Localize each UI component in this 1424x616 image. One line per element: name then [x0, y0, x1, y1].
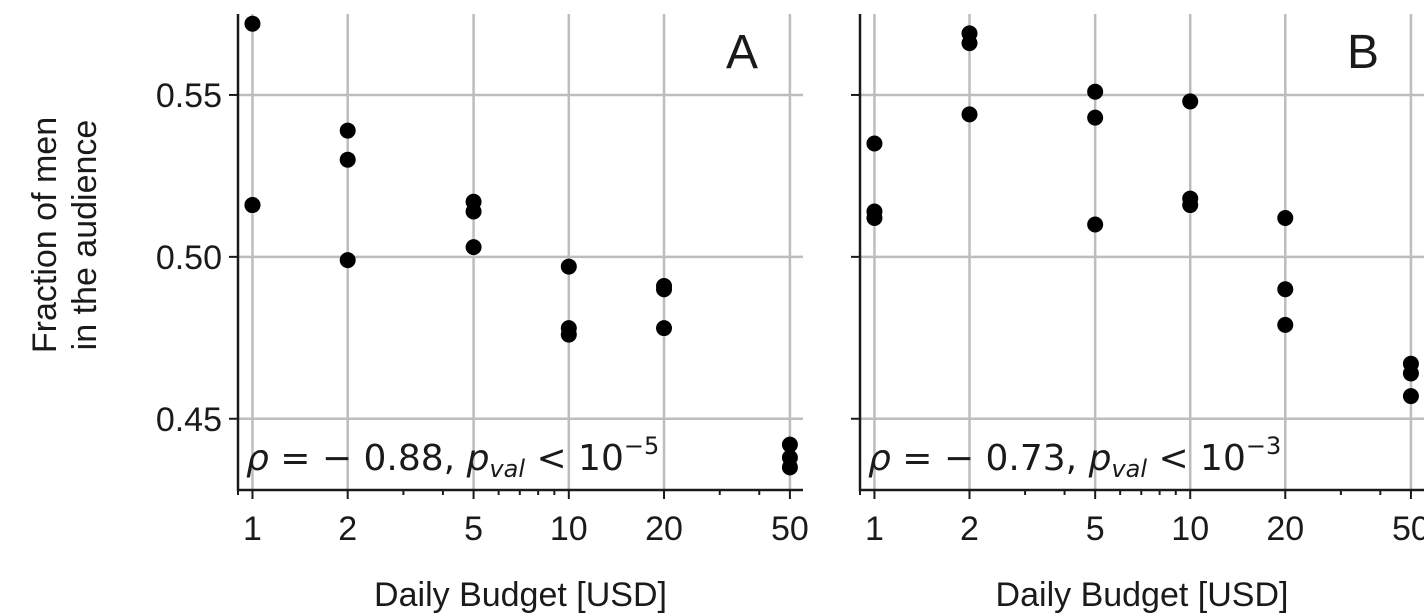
data-point	[866, 210, 883, 226]
correlation-annotation: ρ = − 0.73, pval < 10−3	[868, 432, 1281, 483]
x-tick-label: 2	[338, 510, 357, 548]
data-point	[1277, 316, 1294, 333]
data-point	[781, 459, 798, 476]
x-axis-label: Daily Budget [USD]	[374, 576, 667, 614]
x-tick-label: 20	[645, 510, 683, 548]
data-point	[1182, 197, 1199, 214]
x-tick-label: 5	[1086, 510, 1105, 548]
data-point	[656, 320, 673, 337]
data-point	[1087, 83, 1104, 100]
panel-label-b: B	[1347, 26, 1379, 79]
data-point	[465, 239, 482, 256]
x-tick-label: 2	[960, 510, 979, 548]
y-tick-label: 0.55	[156, 77, 222, 115]
x-tick-label: 50	[1392, 510, 1424, 548]
data-point	[1402, 365, 1419, 382]
panel-label-a: A	[726, 26, 758, 79]
data-point	[961, 35, 978, 52]
data-point	[866, 135, 883, 152]
data-point	[656, 281, 673, 298]
panel-b: 1 2 5 10 20 50 Daily Budget [USD] Bρ = − 0.73, …	[851, 14, 1424, 614]
data-point	[1182, 93, 1199, 110]
data-point	[244, 197, 261, 214]
x-tick-label: 10	[550, 510, 588, 548]
x-tick-label: 50	[771, 510, 809, 548]
y-tick-label: 0.45	[156, 401, 222, 439]
x-tick-label: 1	[865, 510, 884, 548]
y-axis-label-line1: Fraction of men	[26, 117, 64, 353]
data-point	[244, 15, 261, 32]
x-axis-label: Daily Budget [USD]	[996, 576, 1289, 614]
x-tick-label: 10	[1171, 510, 1209, 548]
data-point	[339, 151, 356, 168]
data-point	[560, 326, 577, 343]
panel-a: 1 2 5 10 20 50 0.45 0.50 0.55 Daily Budget [USD] A…	[156, 14, 809, 614]
data-point	[1277, 281, 1294, 298]
data-point	[339, 122, 356, 139]
data-point	[339, 252, 356, 269]
data-point	[1402, 388, 1419, 405]
x-tick-label: 1	[243, 510, 262, 548]
data-point	[781, 436, 798, 453]
x-tick-label: 20	[1266, 510, 1304, 548]
data-point	[1277, 210, 1294, 226]
data-point	[1087, 109, 1104, 126]
x-tick-label: 5	[464, 510, 483, 548]
data-point	[961, 106, 978, 123]
y-axis-label-line2: in the audience	[66, 120, 104, 351]
data-point	[465, 203, 482, 220]
correlation-annotation: ρ = − 0.88, pval < 10−5	[246, 432, 659, 483]
y-tick-label: 0.50	[156, 239, 222, 277]
data-point	[1087, 216, 1104, 233]
data-point	[560, 258, 577, 275]
